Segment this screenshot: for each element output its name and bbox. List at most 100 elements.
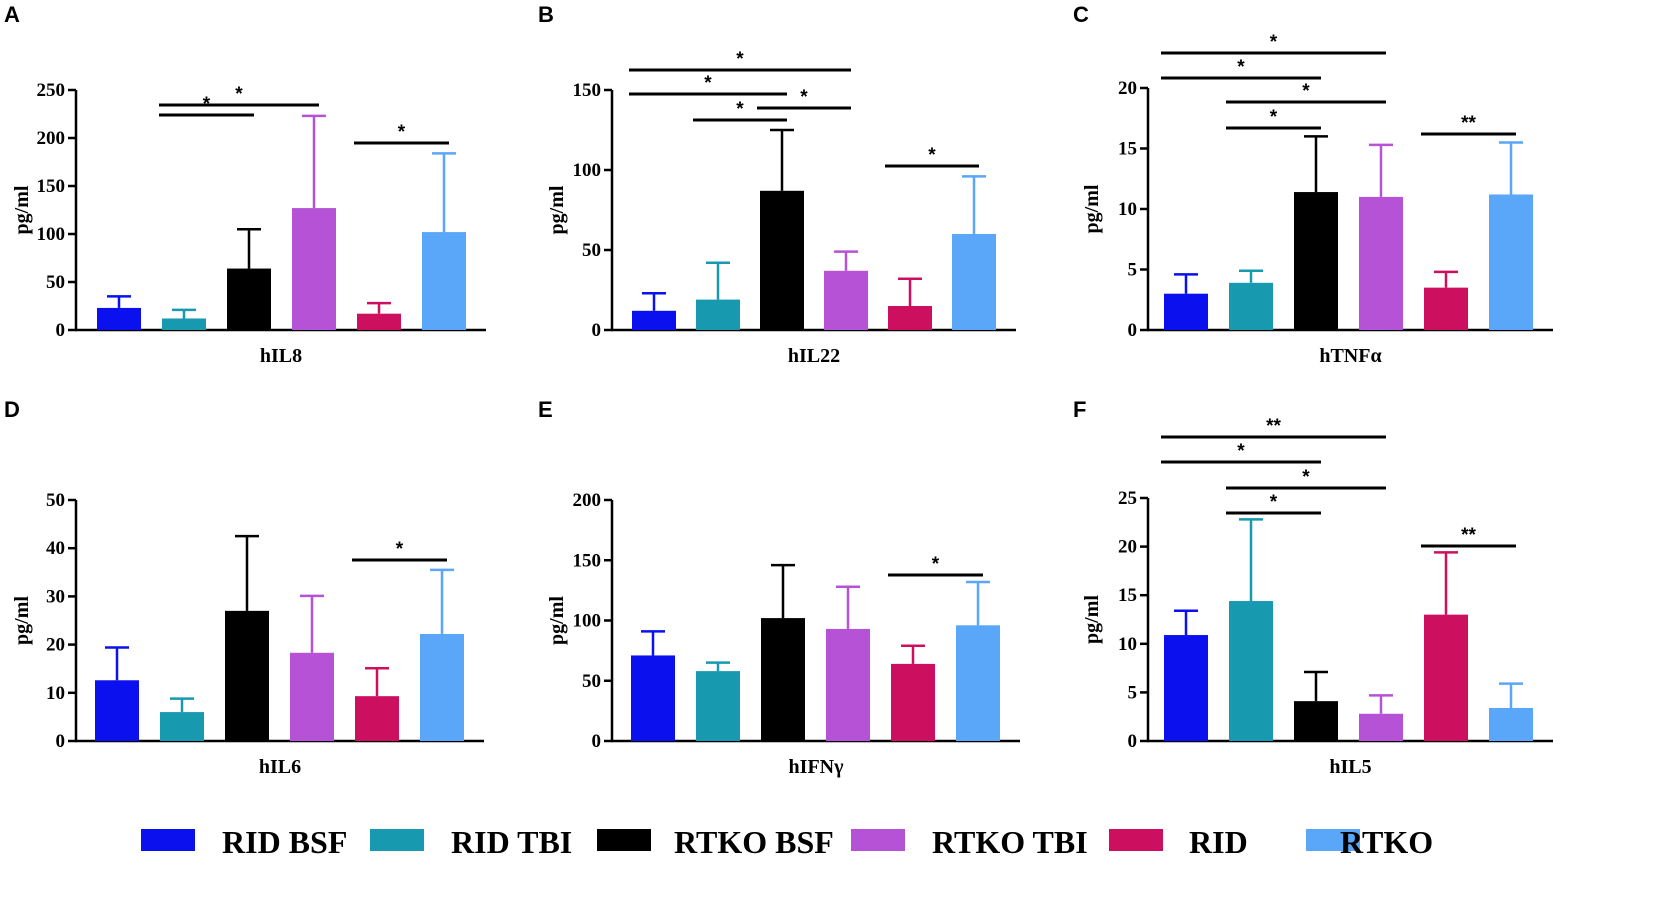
legend-label: RID xyxy=(1189,824,1248,860)
y-tick-label: 100 xyxy=(573,160,602,181)
bar-rtko-tbi xyxy=(292,208,336,330)
bar-rtko-tbi xyxy=(1359,196,1403,330)
chart-panel-e: E 0 50 100 150 200 pg/ml hIFNγ * xyxy=(538,397,1020,778)
y-axis-title: pg/ml xyxy=(1081,595,1103,644)
panel-letter: C xyxy=(1073,2,1089,27)
bar-rid-tbi xyxy=(1229,601,1273,741)
bar-rtko xyxy=(420,633,464,741)
y-tick-label: 30 xyxy=(46,586,65,607)
x-axis-title: hIL22 xyxy=(788,345,840,367)
y-tick-label: 20 xyxy=(1118,537,1137,558)
y-tick-label: 0 xyxy=(592,320,602,341)
legend-label: RTKO TBI xyxy=(932,824,1088,860)
bar-rtko xyxy=(956,625,1000,741)
y-axis-title: pg/ml xyxy=(11,596,33,645)
significance-marker: * xyxy=(235,84,243,105)
bar-rtko-bsf xyxy=(760,190,804,330)
y-tick-label: 20 xyxy=(1118,78,1137,99)
x-axis-title: hIL5 xyxy=(1329,756,1371,778)
bar-rtko xyxy=(422,232,466,330)
bar-rtko-bsf xyxy=(227,268,271,330)
panel-letter: B xyxy=(538,2,554,27)
legend-swatch xyxy=(370,829,424,851)
panel-letter: F xyxy=(1073,397,1086,422)
y-tick-label: 150 xyxy=(573,80,602,101)
panel-letter: E xyxy=(538,397,553,422)
bar-rid-bsf xyxy=(631,655,675,741)
y-tick-label: 5 xyxy=(1128,682,1138,703)
y-tick-label: 250 xyxy=(37,80,66,101)
bar-rtko xyxy=(1489,707,1533,741)
bar-rid xyxy=(357,313,401,330)
y-tick-label: 50 xyxy=(582,671,601,692)
y-tick-label: 40 xyxy=(46,538,65,559)
x-axis-title: hIFNγ xyxy=(789,756,845,778)
chart-panel-d: D 0 10 20 30 40 50 pg/ml hIL6 * xyxy=(4,397,484,778)
significance-marker: * xyxy=(1270,107,1278,128)
y-tick-label: 50 xyxy=(582,240,601,261)
bar-rtko-bsf xyxy=(225,610,269,741)
y-axis-title: pg/ml xyxy=(546,596,568,645)
bar-rid-tbi xyxy=(696,671,740,741)
significance-marker: * xyxy=(1237,57,1245,78)
bar-rtko xyxy=(1489,194,1533,330)
y-tick-label: 0 xyxy=(1128,731,1138,752)
bar-rtko-tbi xyxy=(1359,713,1403,741)
bar-rid xyxy=(888,306,932,330)
bar-rid-bsf xyxy=(632,310,676,330)
bar-rtko-tbi xyxy=(290,652,334,741)
y-tick-label: 0 xyxy=(56,320,66,341)
significance-marker: ** xyxy=(1461,113,1476,134)
y-tick-label: 20 xyxy=(46,635,65,656)
y-tick-label: 100 xyxy=(37,224,66,245)
legend: RID BSF RID TBI RTKO BSF RTKO TBI RID RTKO xyxy=(141,824,1433,860)
legend-label: RID TBI xyxy=(451,824,572,860)
significance-marker: * xyxy=(396,539,404,560)
y-tick-label: 200 xyxy=(37,128,66,149)
bar-rtko-tbi xyxy=(826,628,870,741)
significance-marker: ** xyxy=(1461,525,1476,546)
panel-letter: D xyxy=(4,397,20,422)
significance-marker: * xyxy=(398,122,406,143)
bar-rid-bsf xyxy=(1164,293,1208,330)
legend-swatch xyxy=(597,829,651,851)
bar-rid-tbi xyxy=(1229,282,1273,330)
x-axis-title: hIL6 xyxy=(259,756,301,778)
bar-rid-tbi xyxy=(162,318,206,330)
legend-label: RID BSF xyxy=(222,824,347,860)
bar-rid-bsf xyxy=(95,680,139,741)
legend-label: RTKO BSF xyxy=(674,824,834,860)
y-tick-label: 10 xyxy=(1118,634,1137,655)
bar-rtko-bsf xyxy=(1294,701,1338,741)
significance-marker: * xyxy=(1270,492,1278,513)
legend-swatch xyxy=(1306,829,1360,851)
bar-rtko-bsf xyxy=(761,618,805,741)
significance-marker: * xyxy=(1270,32,1278,53)
significance-marker: * xyxy=(736,99,744,120)
legend-swatch xyxy=(851,829,905,851)
bar-rtko-tbi xyxy=(824,270,868,330)
legend-label: RTKO xyxy=(1340,824,1433,860)
y-tick-label: 10 xyxy=(46,683,65,704)
significance-marker: * xyxy=(1237,441,1245,462)
bar-rid xyxy=(355,696,399,741)
significance-marker: * xyxy=(800,87,808,108)
y-tick-label: 5 xyxy=(1128,260,1138,281)
y-axis-title: pg/ml xyxy=(11,185,33,234)
x-axis-title: hTNFα xyxy=(1319,345,1381,367)
y-axis-title: pg/ml xyxy=(546,185,568,234)
significance-marker: * xyxy=(1302,81,1310,102)
y-tick-label: 50 xyxy=(46,272,65,293)
y-tick-label: 15 xyxy=(1118,139,1137,160)
bar-rid-bsf xyxy=(1164,635,1208,741)
y-tick-label: 150 xyxy=(573,550,602,571)
bar-rid-bsf xyxy=(97,307,141,330)
legend-swatch xyxy=(141,829,195,851)
y-tick-label: 50 xyxy=(46,490,65,511)
y-tick-label: 200 xyxy=(573,490,602,511)
significance-marker: * xyxy=(704,73,712,94)
